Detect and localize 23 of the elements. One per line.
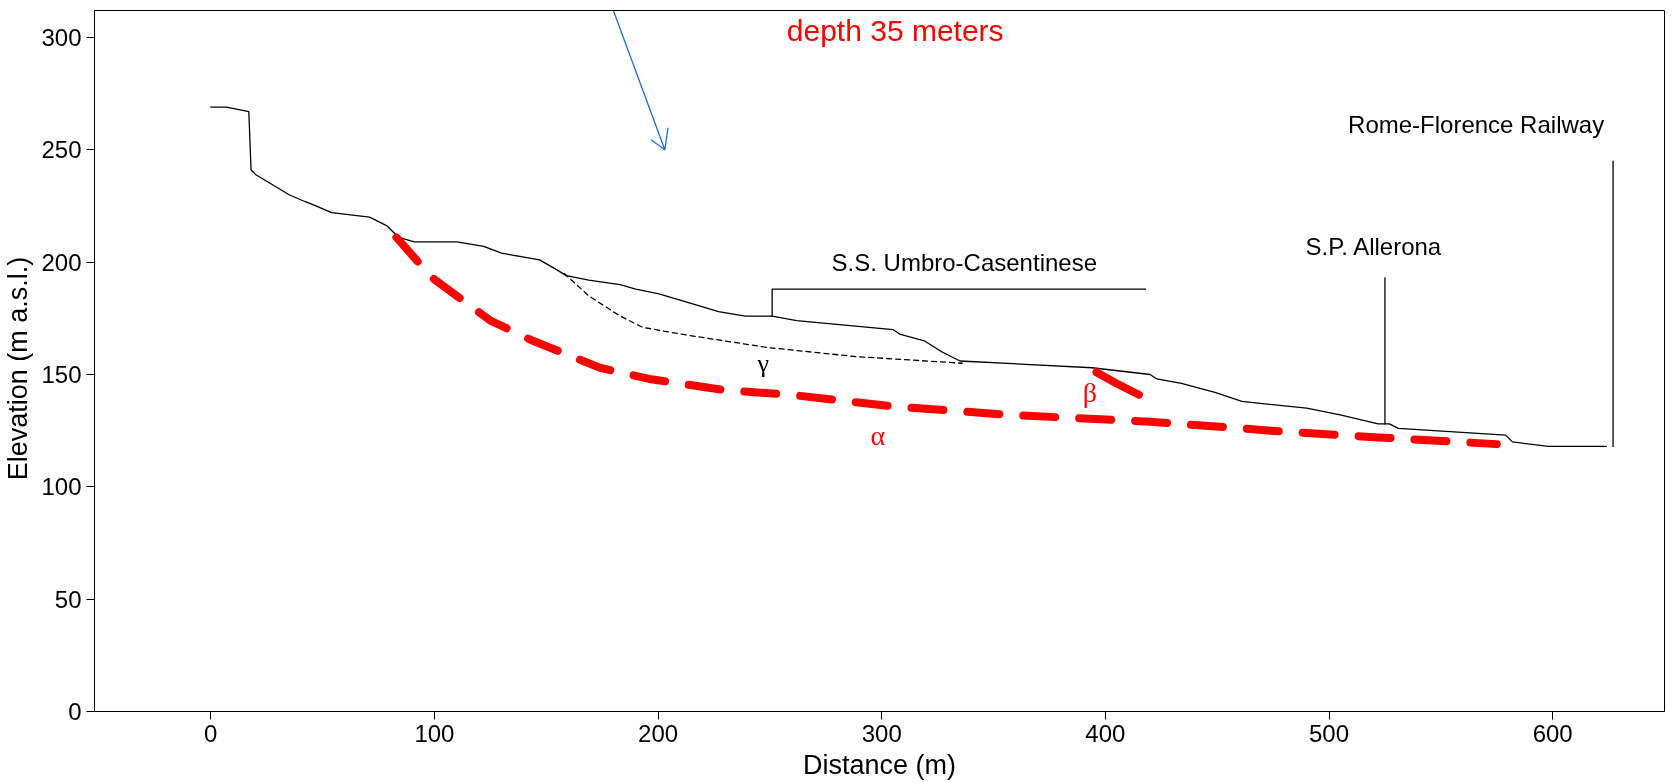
y-tick-label: 200 bbox=[41, 248, 82, 276]
annotation: β bbox=[1082, 377, 1098, 409]
annotation: Rome-Florence Railway bbox=[1348, 111, 1605, 139]
annotation: S.P. Allerona bbox=[1305, 233, 1442, 261]
x-tick-label: 0 bbox=[204, 719, 218, 747]
y-tick-label: 50 bbox=[54, 585, 82, 613]
y-tick-label: 300 bbox=[41, 23, 82, 51]
x-axis-title: Distance (m) bbox=[802, 749, 957, 780]
annotation: α bbox=[870, 419, 886, 451]
annotation: γ bbox=[756, 348, 770, 378]
x-tick-label: 500 bbox=[1309, 719, 1350, 747]
y-tick-label: 100 bbox=[41, 473, 82, 501]
y-tick-label: 250 bbox=[41, 136, 82, 164]
y-axis-title: Elevation (m a.s.l.) bbox=[3, 256, 34, 481]
x-tick-label: 200 bbox=[638, 719, 679, 747]
x-tick-label: 400 bbox=[1085, 719, 1126, 747]
y-tick-label: 150 bbox=[41, 360, 82, 388]
y-tick-label: 0 bbox=[68, 698, 82, 725]
annotation: depth 35 meters bbox=[786, 14, 1004, 48]
x-tick-label: 600 bbox=[1532, 719, 1573, 747]
x-tick-label: 100 bbox=[414, 719, 455, 747]
annotation: S.S. Umbro-Casentinese bbox=[831, 248, 1098, 276]
x-tick-label: 300 bbox=[861, 719, 902, 747]
